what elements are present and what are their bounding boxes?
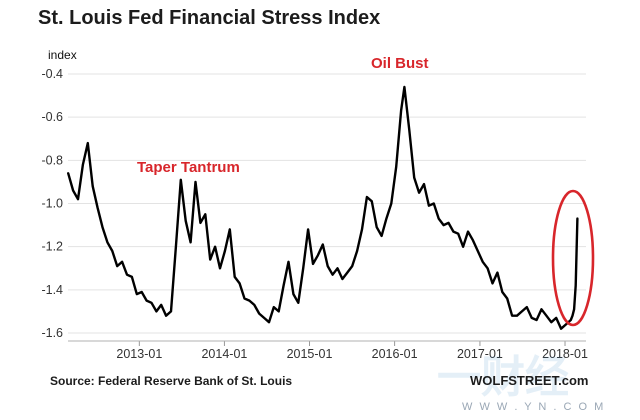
watermark-logo-text: 一财经 (437, 353, 569, 402)
x-tick-label: 2015-01 (287, 347, 333, 361)
y-tick-label: -0.8 (41, 153, 63, 167)
x-tick-label: 2017-01 (457, 347, 503, 361)
x-tick-label: 2018-01 (542, 347, 588, 361)
y-axis-label: index (48, 48, 77, 62)
watermark-url: W W W . Y N . C O M (462, 401, 605, 413)
annotation-oil-bust: Oil Bust (371, 55, 429, 72)
x-ticks: 2013-01 2014-01 2015-01 2016-01 2017-01 2018-… (116, 341, 588, 361)
y-tick-label: -1.6 (41, 326, 63, 340)
watermark: 一财经 W W W . Y N . C O M (437, 353, 605, 413)
chart-title: St. Louis Fed Financial Stress Index (38, 7, 380, 29)
y-tick-label: -0.4 (41, 67, 63, 81)
grid-lines (68, 73, 586, 334)
x-tick-label: 2013-01 (116, 347, 162, 361)
y-tick-label: -1.4 (41, 283, 63, 297)
y-ticks: -0.4 -0.6 -0.8 -1.0 -1.2 -1.4 -1.6 (41, 67, 63, 340)
annotation-taper-tantrum: Taper Tantrum (137, 159, 240, 176)
x-tick-label: 2016-01 (372, 347, 418, 361)
y-tick-label: -1.0 (41, 197, 63, 211)
series-line (67, 85, 579, 330)
y-tick-label: -0.6 (41, 110, 63, 124)
source-note: Source: Federal Reserve Bank of St. Loui… (50, 374, 292, 388)
highlight-ellipse (551, 189, 595, 327)
site-credit: WOLFSTREET.com (470, 373, 588, 388)
x-tick-label: 2014-01 (201, 347, 247, 361)
y-tick-label: -1.2 (41, 240, 63, 254)
